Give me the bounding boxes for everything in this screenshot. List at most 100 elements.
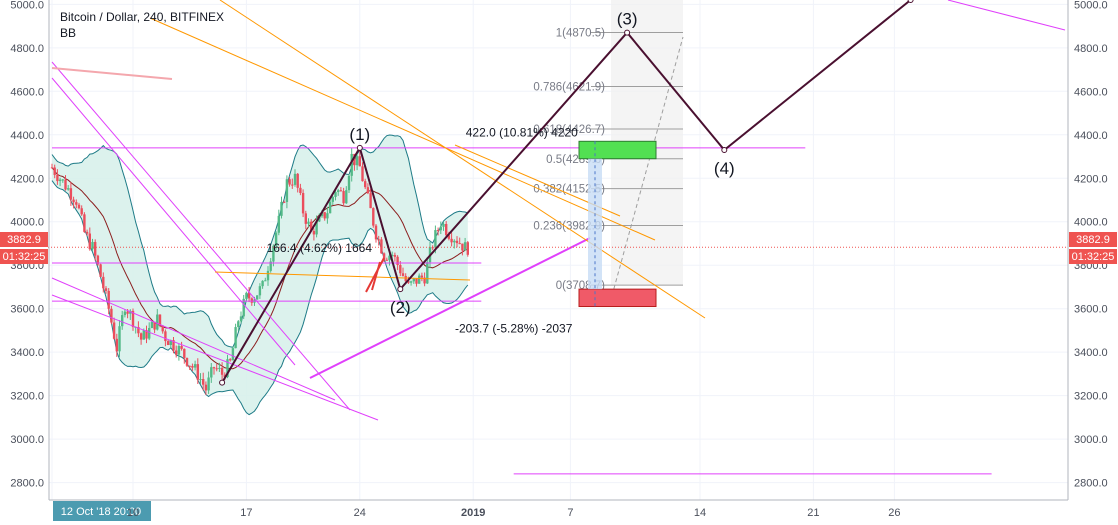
time-tick: 10 xyxy=(127,507,139,519)
candle-body xyxy=(237,321,240,328)
candle-body xyxy=(296,173,299,188)
candle-body xyxy=(326,213,329,219)
countdown-tag-left xyxy=(0,249,48,264)
candle-body xyxy=(342,191,345,204)
candle-body xyxy=(80,208,83,215)
target-zone xyxy=(578,140,657,160)
countdown-tag-right xyxy=(1069,249,1117,264)
candle-body xyxy=(458,243,461,245)
orange-trend-line xyxy=(219,0,706,319)
price-tick-left: 5000.0 xyxy=(10,0,44,11)
elliott-wave[interactable]: (1) (2) (3) (4) xyxy=(219,0,914,386)
candle-body xyxy=(156,314,159,330)
candle-body xyxy=(382,253,386,260)
wave-path xyxy=(221,0,912,384)
candle-body xyxy=(369,193,372,209)
price-tick-right: 4000.0 xyxy=(1074,217,1108,229)
price-tick-left: 4200.0 xyxy=(10,173,44,185)
candle-body xyxy=(258,286,262,296)
candle-body xyxy=(166,341,170,346)
candle-body xyxy=(177,346,181,355)
candle-body xyxy=(315,221,318,235)
candle-body xyxy=(145,330,148,339)
magenta-line-top xyxy=(947,0,1066,31)
trend-lines[interactable] xyxy=(48,0,1068,475)
candle-body xyxy=(231,348,235,361)
candle-body xyxy=(153,321,156,330)
time-tick: 7 xyxy=(567,507,573,519)
candle-body xyxy=(339,190,343,192)
arrow-marker xyxy=(371,261,381,291)
candle-body xyxy=(220,367,224,375)
price-tick-right: 2800.0 xyxy=(1074,478,1108,490)
candle-body xyxy=(293,173,297,185)
candle-body xyxy=(439,226,442,231)
candle-body xyxy=(304,213,307,224)
crosshair-time-label: 12 Oct '18 20:00 xyxy=(61,506,141,518)
candle-body xyxy=(129,310,132,314)
channel-line xyxy=(51,277,336,401)
fib-level-label: 1(4870.5) xyxy=(556,28,605,40)
price-tick-left: 3200.0 xyxy=(10,391,44,403)
grid-lines xyxy=(49,0,1068,500)
price-tick-left: 2800.0 xyxy=(10,478,44,490)
candle-body xyxy=(353,153,356,166)
candle-body xyxy=(301,192,305,214)
candle-body xyxy=(131,310,135,328)
time-tick: 17 xyxy=(240,507,252,519)
price-tick-left: 3600.0 xyxy=(10,304,44,316)
candle-body xyxy=(364,181,367,188)
candle-body xyxy=(139,333,143,340)
candle-body xyxy=(250,298,253,303)
countdown-label-left: 01:32:25 xyxy=(3,251,46,263)
candle-body xyxy=(75,202,78,205)
candle-body xyxy=(407,281,410,283)
price-tick-left: 4400.0 xyxy=(10,130,44,142)
bollinger-lower-line xyxy=(51,180,469,416)
wave-label: (3) xyxy=(617,10,638,29)
price-tick-right: 3400.0 xyxy=(1074,347,1108,359)
rising-support-line xyxy=(309,237,591,379)
wave-label: (1) xyxy=(349,125,370,144)
candle-body xyxy=(299,187,302,193)
candle-body xyxy=(196,364,199,380)
last-price-label-right: 3882.9 xyxy=(1076,234,1110,246)
candle-body xyxy=(374,225,378,240)
indicator-label[interactable]: BB xyxy=(60,26,76,40)
candle-body xyxy=(445,223,448,236)
candle-body xyxy=(61,179,64,181)
candle-body xyxy=(212,367,216,369)
time-tick: 26 xyxy=(888,507,900,519)
price-tick-right: 3600.0 xyxy=(1074,304,1108,316)
measurement-labels: 166.4 (4.62%) 1664 422.0 (10.81%) 4220 -20… xyxy=(267,126,579,336)
candle-body xyxy=(77,204,81,209)
fib-level-label: 0.236(3982.9) xyxy=(533,220,605,232)
measurement-label: 166.4 (4.62%) 1664 xyxy=(267,241,373,255)
candle-body xyxy=(96,255,100,265)
candle-body xyxy=(345,190,348,204)
price-tick-right: 4600.0 xyxy=(1074,86,1108,98)
candle-body xyxy=(239,316,243,322)
price-tick-left: 4600.0 xyxy=(10,86,44,98)
candle-body xyxy=(391,254,394,256)
candle-body xyxy=(453,240,456,243)
candle-body xyxy=(431,247,434,249)
fib-trend-dashed xyxy=(611,36,684,296)
fib-level-label: 0.618(4426.7) xyxy=(533,124,605,136)
candle-body xyxy=(266,270,270,281)
candle-body xyxy=(256,295,259,300)
candle-body xyxy=(412,278,415,282)
candle-body xyxy=(183,348,186,358)
candle-body xyxy=(247,292,251,299)
candle-body xyxy=(85,231,89,234)
position-zones[interactable] xyxy=(578,140,657,308)
price-axis-left[interactable]: 2800.03000.03200.03400.03600.03800.04000… xyxy=(10,0,44,490)
wave-label: (2) xyxy=(390,298,411,317)
price-tick-right: 4200.0 xyxy=(1074,173,1108,185)
chart-title[interactable]: Bitcoin / Dollar, 240, BITFINEX xyxy=(60,10,224,24)
candle-body xyxy=(180,346,183,349)
candle-body xyxy=(115,338,118,352)
